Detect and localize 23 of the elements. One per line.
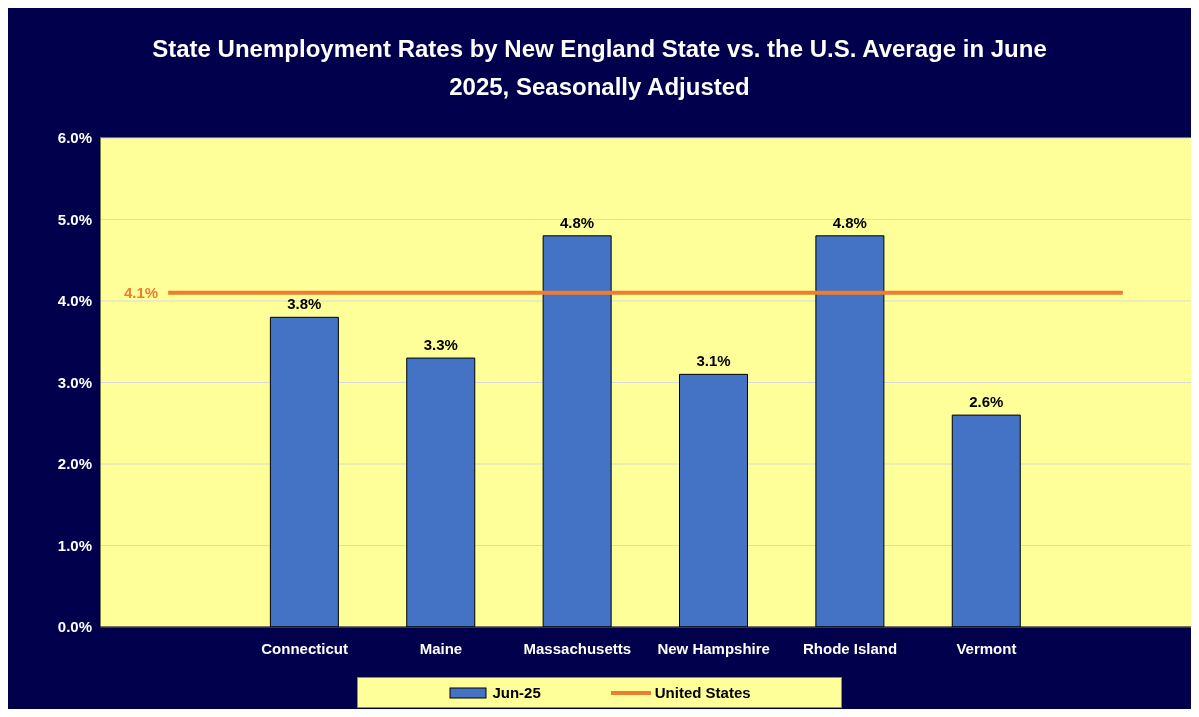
y-tick-label: 5.0%: [57, 210, 92, 228]
y-tick-label: 3.0%: [57, 373, 92, 391]
data-label: 3.3%: [423, 336, 458, 354]
data-label: 3.8%: [287, 295, 322, 313]
y-tick-label: 6.0%: [57, 129, 92, 147]
y-tick-label: 4.0%: [57, 292, 92, 310]
y-tick-label: 0.0%: [57, 618, 92, 636]
legend-label: Jun-25: [491, 684, 541, 701]
x-tick-label: Vermont: [956, 639, 1017, 657]
data-label: 4.8%: [560, 213, 595, 231]
y-tick-label: 1.0%: [57, 536, 92, 554]
data-label: 2.6%: [969, 393, 1004, 411]
legend-label: United States: [653, 684, 751, 701]
x-tick-label: Connecticut: [261, 639, 348, 657]
x-tick-label: Maine: [419, 639, 463, 657]
data-label: 3.1%: [696, 352, 731, 370]
x-tick-label: New Hampshire: [657, 639, 770, 657]
data-label: 4.1%: [123, 283, 159, 301]
x-tick-label: Rhode Island: [802, 639, 898, 657]
data-label: 4.8%: [832, 213, 867, 231]
chart-title: State Unemployment Rates by New England State vs. the U.S. Average in June 2025, Seasonally Adjusted: [151, 34, 1048, 102]
y-tick-label: 2.0%: [57, 455, 92, 473]
x-tick-label: Massachusetts: [523, 639, 632, 657]
